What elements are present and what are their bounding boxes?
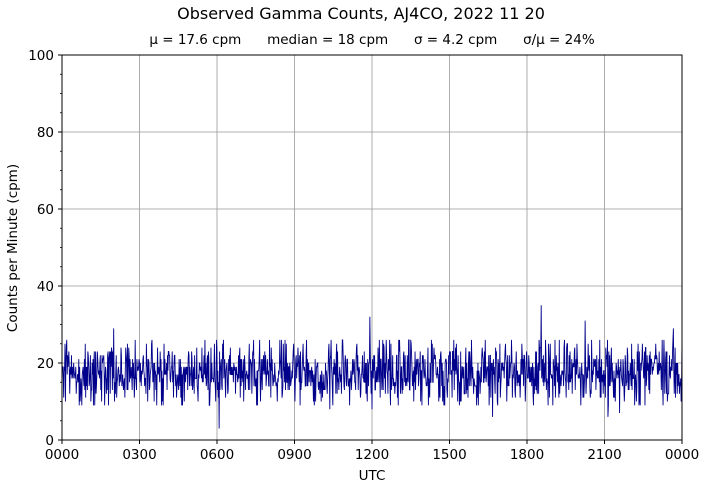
x-tick-label: 0000 bbox=[665, 447, 699, 463]
x-tick-label: 1500 bbox=[432, 447, 466, 463]
x-tick-label: 0600 bbox=[200, 447, 234, 463]
y-tick-label: 100 bbox=[28, 48, 54, 64]
subtitle-sigma: σ = 4.2 cpm bbox=[413, 32, 498, 48]
x-tick-label: 0300 bbox=[122, 447, 156, 463]
series-group bbox=[61, 305, 683, 429]
chart-subtitle: μ = 17.6 cpm median = 18 cpm σ = 4.2 cpm… bbox=[62, 32, 682, 48]
subtitle-median: median = 18 cpm bbox=[267, 32, 389, 48]
subtitle-mean: μ = 17.6 cpm bbox=[149, 32, 242, 48]
axis-ticks: 0000 0300 0600 0900 1200 1500 1800 2100 00000204… bbox=[28, 48, 699, 463]
series-line-0 bbox=[61, 305, 683, 429]
y-tick-label: 40 bbox=[37, 279, 54, 295]
x-tick-label: 0000 bbox=[45, 447, 79, 463]
x-tick-label: 2100 bbox=[587, 447, 621, 463]
x-tick-label: 1200 bbox=[355, 447, 389, 463]
x-tick-label: 0900 bbox=[277, 447, 311, 463]
y-tick-label: 20 bbox=[37, 356, 54, 372]
y-tick-label: 80 bbox=[37, 125, 54, 141]
x-tick-label: 1800 bbox=[510, 447, 544, 463]
chart-title: Observed Gamma Counts, AJ4CO, 2022 11 20 bbox=[177, 4, 545, 23]
x-axis-label: UTC bbox=[358, 468, 386, 484]
y-tick-label: 0 bbox=[45, 433, 54, 449]
y-tick-label: 60 bbox=[37, 202, 54, 218]
subtitle-ratio: σ/μ = 24% bbox=[523, 32, 595, 48]
